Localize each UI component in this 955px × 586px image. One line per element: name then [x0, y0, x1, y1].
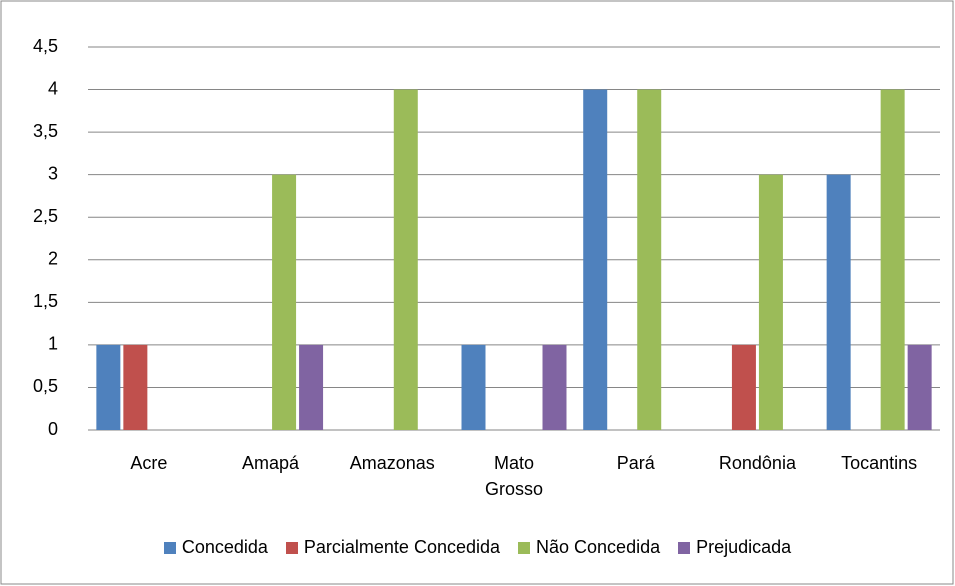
bar [461, 344, 486, 430]
bar [542, 344, 567, 430]
x-tick-label: Amapá [242, 453, 300, 473]
legend-swatch [285, 541, 298, 554]
y-tick-label: 3 [48, 163, 58, 183]
legend-label: Prejudicada [696, 537, 792, 557]
legend-item: Parcialmente Concedida [285, 537, 501, 558]
bar [393, 89, 418, 431]
bar [637, 89, 662, 431]
bar [907, 344, 932, 430]
bar [96, 344, 121, 430]
legend-item: Prejudicada [678, 537, 791, 558]
legend-label: Concedida [181, 537, 268, 557]
x-tick-label: Pará [616, 453, 655, 473]
y-tick-label: 2 [48, 249, 58, 269]
bar [758, 174, 783, 430]
x-tick-label: Mato Grosso [484, 453, 544, 499]
x-tick-label: Tocantins [841, 453, 918, 473]
x-tick-label: Acre [130, 453, 168, 473]
bar [731, 344, 756, 430]
bar [826, 174, 851, 430]
y-tick-label: 0,5 [33, 376, 58, 396]
y-tick-label: 4,5 [33, 36, 58, 56]
legend-item: Concedida [163, 537, 268, 558]
bar [272, 174, 297, 430]
y-tick-label: 1,5 [33, 291, 58, 311]
legend: Concedida Parcialmente Concedida Não Conce… [0, 537, 955, 558]
bar [880, 89, 905, 431]
legend-item: Não Concedida [518, 537, 660, 558]
y-tick-label: 1 [48, 334, 58, 354]
bar [299, 344, 324, 430]
x-tick-label: Amazonas [349, 453, 435, 473]
y-tick-label: 4 [48, 78, 58, 98]
legend-label: Parcialmente Concedida [303, 537, 501, 557]
bar [583, 89, 608, 431]
y-tick-label: 0 [48, 419, 58, 439]
legend-swatch [518, 541, 531, 554]
x-tick-label: Rondônia [718, 453, 796, 473]
bar [123, 344, 148, 430]
y-tick-label: 2,5 [33, 206, 58, 226]
legend-label: Não Concedida [536, 537, 661, 557]
legend-swatch [678, 541, 691, 554]
legend-swatch [163, 541, 176, 554]
y-tick-label: 3,5 [33, 121, 58, 141]
